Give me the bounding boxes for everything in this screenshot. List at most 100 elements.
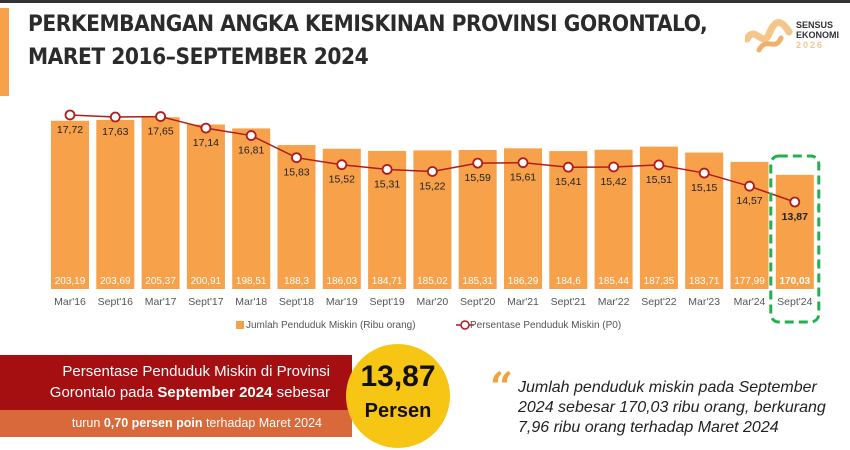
point-label: 16,81 bbox=[238, 145, 264, 157]
bar bbox=[775, 174, 814, 289]
title-line-2: MARET 2016–SEPTEMBER 2024 bbox=[28, 45, 369, 70]
x-tick-label: Mar'24 bbox=[734, 296, 766, 308]
bar-label: 185,44 bbox=[598, 276, 629, 287]
poverty-chart: 203,19 Mar'16 203,69 Sept'16 205,37 Mar'17 200… bbox=[51, 109, 821, 331]
bar-label: 203,19 bbox=[55, 276, 86, 287]
legend-bar-label: Jumlah Penduduk Miskin (Ribu orang) bbox=[246, 320, 416, 331]
line-point bbox=[698, 167, 710, 179]
x-tick-label: Mar'18 bbox=[235, 296, 267, 308]
bar bbox=[549, 151, 588, 289]
bar-label: 184,71 bbox=[372, 276, 403, 287]
logo-text: SENSUS EKONOMI 2026 bbox=[796, 20, 840, 50]
line-point bbox=[245, 130, 257, 141]
point-label: 15,42 bbox=[600, 176, 626, 188]
bar bbox=[232, 128, 271, 289]
bar-label: 177,99 bbox=[734, 276, 765, 287]
point-label: 17,14 bbox=[193, 137, 219, 149]
line-point bbox=[789, 196, 801, 208]
point-label: 15,22 bbox=[419, 180, 445, 192]
bar bbox=[322, 148, 361, 289]
line-point bbox=[291, 152, 302, 164]
point-label: 15,83 bbox=[283, 167, 309, 179]
point-label: 17,63 bbox=[102, 126, 128, 138]
x-tick-label: Mar'19 bbox=[326, 296, 358, 308]
x-tick-label: Sept'18 bbox=[279, 296, 314, 308]
point-label: 17,72 bbox=[57, 124, 83, 136]
bar-label: 203,69 bbox=[100, 276, 131, 287]
bar bbox=[504, 148, 542, 289]
bar-label: 183,71 bbox=[689, 276, 720, 287]
highlight-box bbox=[769, 154, 821, 324]
point-label: 15,52 bbox=[329, 174, 355, 186]
bar bbox=[277, 145, 316, 289]
line-point bbox=[562, 161, 574, 173]
line-point bbox=[517, 157, 529, 169]
point-label: 13,87 bbox=[782, 211, 808, 223]
line-point bbox=[744, 180, 755, 192]
x-tick-label: Sept'22 bbox=[641, 296, 676, 308]
line-point bbox=[426, 166, 438, 177]
bar-label: 205,37 bbox=[145, 276, 176, 287]
point-label: 14,57 bbox=[736, 195, 762, 207]
x-tick-label: Sept'24 bbox=[777, 296, 812, 308]
bar bbox=[594, 149, 633, 289]
bar bbox=[186, 124, 225, 290]
legend-line-marker bbox=[460, 320, 470, 330]
bar-label: 200,91 bbox=[191, 276, 222, 287]
x-tick-label: Mar'22 bbox=[598, 296, 630, 308]
bar bbox=[141, 117, 180, 289]
line-point bbox=[109, 111, 121, 123]
line-point bbox=[155, 111, 167, 122]
x-tick-label: Mar'16 bbox=[54, 296, 86, 308]
bar-label: 185,02 bbox=[417, 276, 448, 287]
line-point bbox=[336, 159, 348, 171]
change-strip: turun 0,70 persen poin terhadap Maret 20… bbox=[0, 410, 352, 437]
line-point bbox=[64, 109, 76, 121]
sensus-ekonomi-logo bbox=[745, 19, 793, 53]
quote-text: Jumlah penduduk miskin pada September 202… bbox=[518, 379, 826, 436]
bar-label: 170,03 bbox=[780, 276, 811, 287]
summary-banner: Persentase Penduduk Miskin di Provinsi G… bbox=[0, 355, 352, 410]
value-unit: Persen bbox=[364, 400, 432, 422]
summary-line-2: Gorontalo pada September 2024 sebesar bbox=[49, 384, 330, 401]
bar-label: 186,03 bbox=[327, 276, 358, 287]
value-number: 13,87 bbox=[360, 360, 436, 393]
title-line-1: PERKEMBANGAN ANGKA KEMISKINAN PROVINSI G… bbox=[28, 12, 708, 37]
x-tick-label: Sept'19 bbox=[369, 296, 404, 308]
bar bbox=[51, 120, 89, 290]
point-label: 15,15 bbox=[691, 182, 717, 194]
accent-bar bbox=[0, 8, 9, 96]
bar-label: 186,29 bbox=[508, 276, 539, 287]
point-label: 15,31 bbox=[374, 178, 400, 190]
value-badge: 13,87 Persen bbox=[346, 344, 450, 448]
page-title: PERKEMBANGAN ANGKA KEMISKINAN PROVINSI G… bbox=[28, 8, 708, 74]
top-border bbox=[0, 0, 850, 3]
bar bbox=[639, 146, 678, 289]
x-tick-label: Mar'21 bbox=[507, 296, 539, 308]
x-tick-label: Sept'16 bbox=[98, 296, 133, 308]
line-point bbox=[653, 159, 665, 171]
line-point bbox=[608, 161, 619, 173]
bar-label: 185,31 bbox=[462, 276, 493, 287]
legend-line-label: Persentase Penduduk Miskin (P0) bbox=[470, 320, 621, 331]
line-point bbox=[200, 122, 212, 134]
x-tick-label: Mar'20 bbox=[417, 296, 449, 308]
x-tick-label: Sept'17 bbox=[188, 296, 223, 308]
bar bbox=[458, 149, 497, 289]
bar-label: 184,6 bbox=[556, 276, 581, 287]
x-tick-label: Sept'21 bbox=[551, 296, 586, 308]
x-tick-label: Sept'20 bbox=[460, 296, 495, 308]
x-tick-label: Mar'17 bbox=[145, 296, 177, 308]
point-label: 15,51 bbox=[646, 174, 672, 186]
bar-label: 198,51 bbox=[236, 276, 267, 287]
legend-bar-swatch bbox=[236, 321, 244, 329]
point-label: 15,59 bbox=[465, 172, 491, 184]
x-tick-label: Mar'23 bbox=[688, 296, 720, 308]
line-point bbox=[381, 164, 393, 175]
line-point bbox=[472, 157, 484, 169]
point-label: 17,65 bbox=[147, 126, 173, 138]
bar-label: 188,3 bbox=[284, 276, 309, 287]
bar-label: 187,35 bbox=[644, 276, 675, 287]
summary-line-1: Persentase Penduduk Miskin di Provinsi bbox=[62, 363, 330, 380]
point-label: 15,61 bbox=[510, 172, 536, 184]
